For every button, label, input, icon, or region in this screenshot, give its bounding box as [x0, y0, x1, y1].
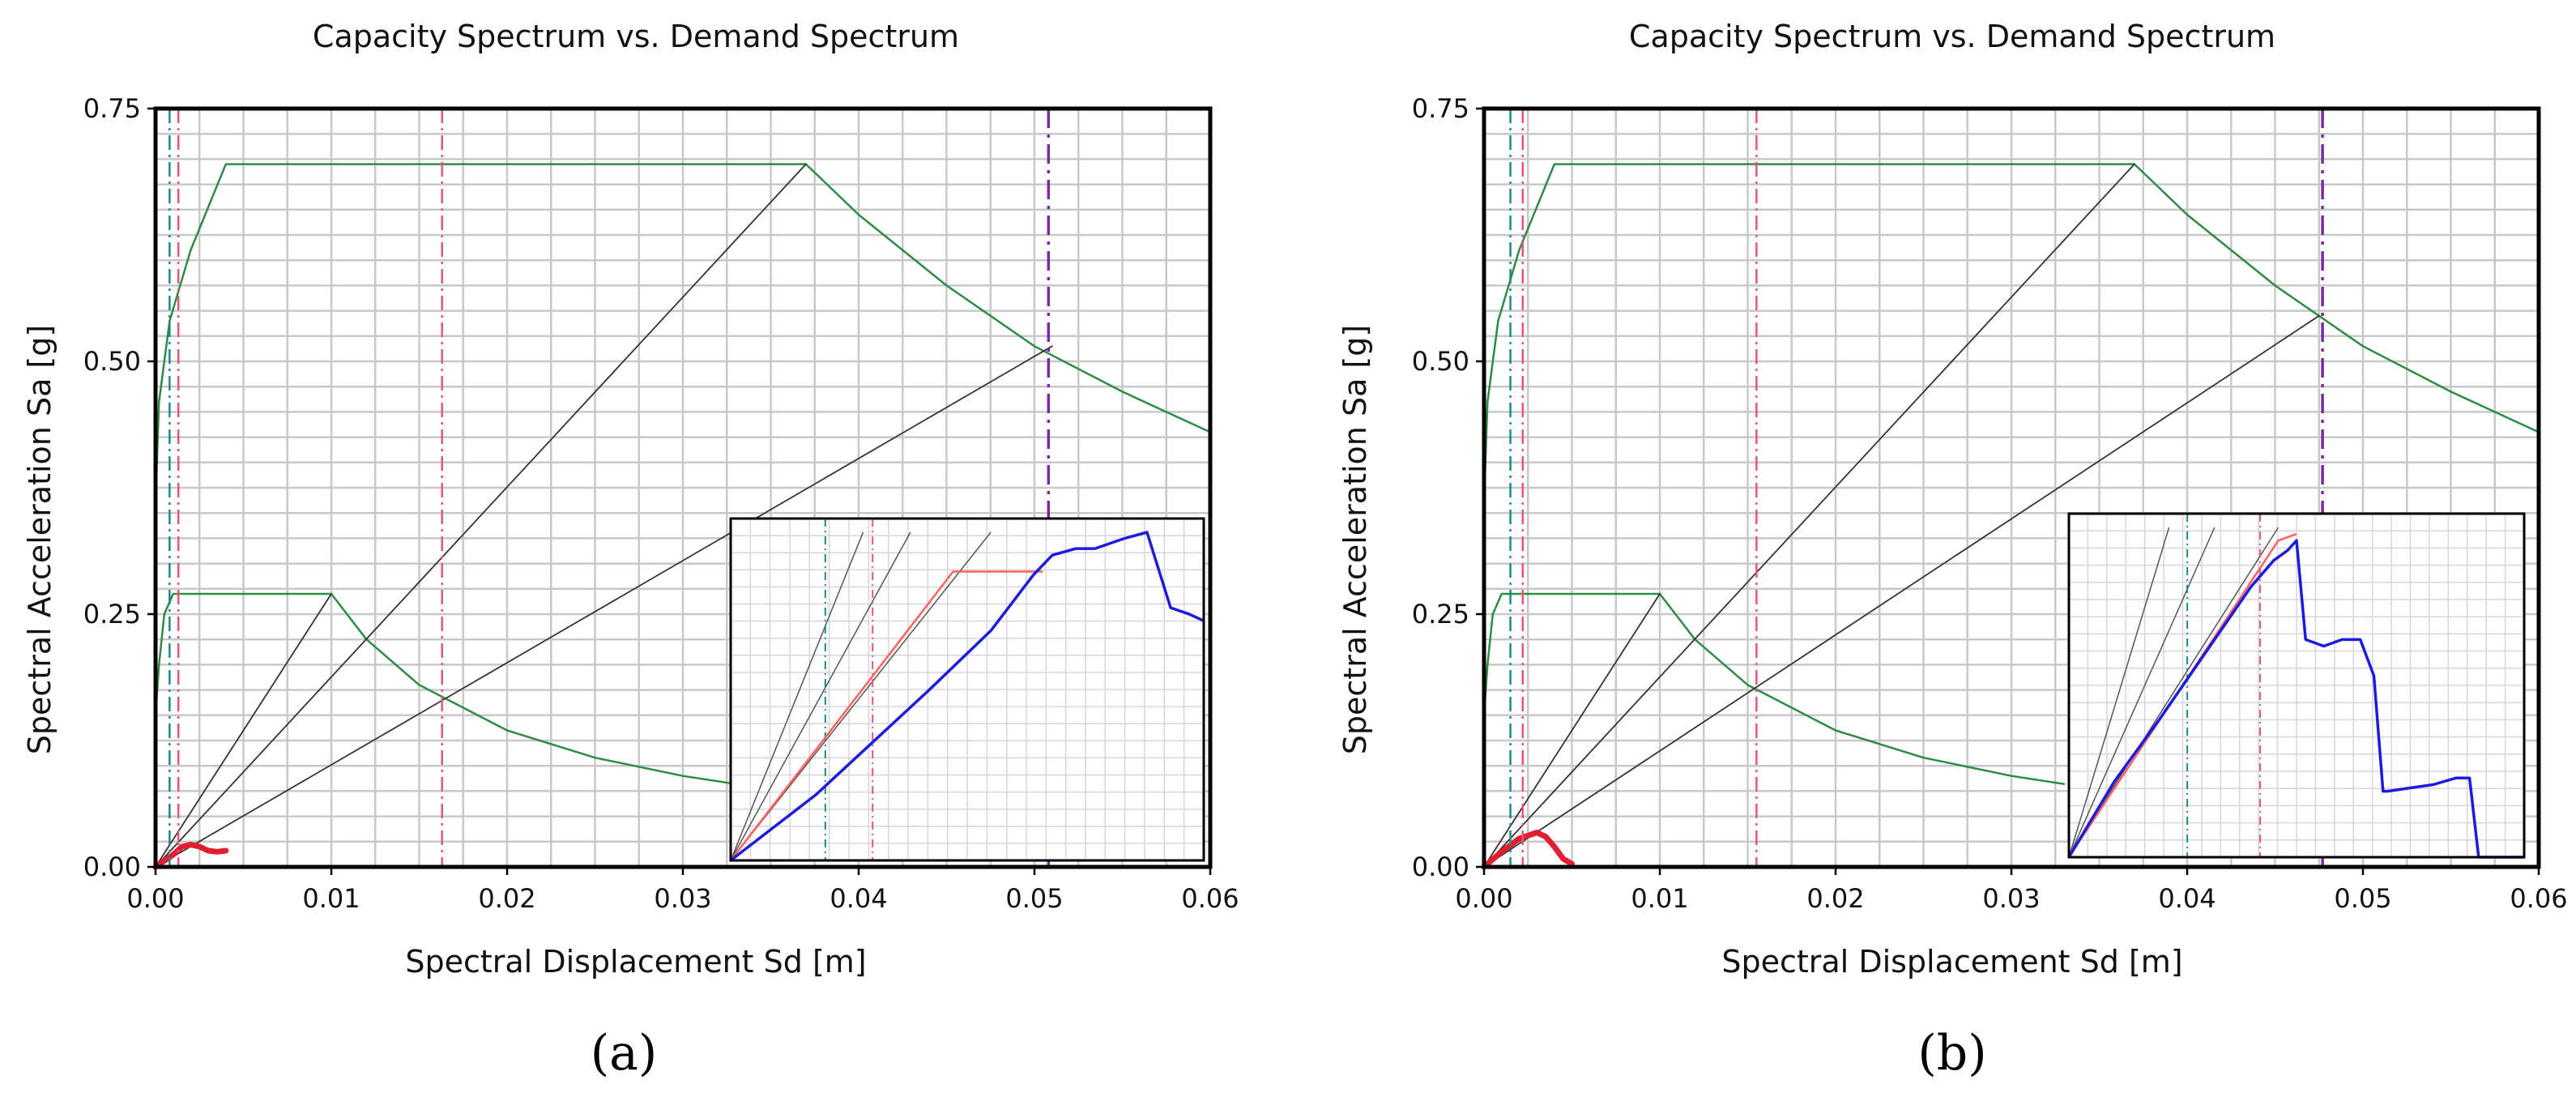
axis-ticks: 0.00 0.01 0.02 0.03 0.04 0.05 0.06 0.00 0.25 0.50… [83, 93, 1239, 914]
x-tick-label: 0.04 [830, 883, 887, 914]
x-tick-label: 0.04 [2158, 883, 2216, 914]
x-axis-label-a: Spectral Displacement Sd [m] [405, 944, 866, 980]
series-radial-1 [155, 593, 332, 868]
inset-radial-2 [730, 531, 911, 861]
y-tick-label: 0.75 [1412, 93, 1469, 124]
inset-bilinear [730, 570, 1043, 861]
y-tick-label: 0.00 [1412, 852, 1469, 882]
inset-frame [729, 517, 1205, 862]
x-tick-label: 0.00 [126, 883, 184, 914]
series-radial-1 [1483, 593, 1661, 868]
panel-label-a: (a) [591, 1025, 658, 1082]
y-axis-label-b: Spectral Acceleration Sa [g] [1337, 325, 1373, 754]
x-tick-label: 0.02 [478, 883, 535, 914]
chart-panel-a: Capacity Spectrum vs. Demand Spectrum Sp… [22, 19, 1239, 1082]
x-tick-label: 0.06 [1181, 883, 1239, 914]
x-tick-label: 0.05 [1005, 883, 1063, 914]
y-axis-label-a: Spectral Acceleration Sa [g] [22, 325, 58, 754]
y-tick-label: 0.25 [1412, 599, 1469, 630]
inset-radial-2 [2068, 527, 2216, 858]
inset-radial-3 [2068, 527, 2280, 858]
y-tick-label: 0.75 [83, 93, 141, 124]
inset-frame [2067, 512, 2526, 859]
x-tick-label: 0.06 [2510, 883, 2567, 914]
series-radial-2 [1483, 163, 2135, 868]
x-tick-label: 0.05 [2334, 883, 2391, 914]
inset-radial-1 [2068, 527, 2170, 858]
x-tick-label: 0.01 [1631, 883, 1688, 914]
chart-title-b: Capacity Spectrum vs. Demand Spectrum [1629, 19, 2275, 54]
series-capacity [152, 842, 229, 870]
inset-capacity-curve [729, 531, 1205, 862]
x-tick-label: 0.03 [654, 883, 711, 914]
inset-bilinear [2067, 532, 2297, 858]
y-tick-label: 0.00 [83, 852, 141, 882]
chart-panel-b: Capacity Spectrum vs. Demand Spectrum Sp… [1337, 19, 2568, 1082]
axis-ticks: 0.00 0.01 0.02 0.03 0.04 0.05 0.06 0.00 0.25 0.50… [1412, 93, 2568, 914]
plot-area-b: 0.00 0.01 0.02 0.03 0.04 0.05 0.06 0.00 0.25 0.50… [1412, 93, 2568, 914]
x-tick-label: 0.01 [302, 883, 360, 914]
x-tick-label: 0.03 [1982, 883, 2040, 914]
inset-chart [729, 517, 1205, 862]
series-capacity [1481, 830, 1575, 870]
plot-area-a: 0.00 0.01 0.02 0.03 0.04 0.05 0.06 0.00 0.25 0.50… [83, 93, 1239, 914]
y-tick-label: 0.25 [83, 599, 141, 630]
inset-capacity-curve [2067, 539, 2524, 859]
x-tick-label: 0.00 [1455, 883, 1512, 914]
panel-label-b: (b) [1917, 1025, 1986, 1082]
x-tick-label: 0.02 [1806, 883, 1864, 914]
series-radial-3 [1483, 314, 2320, 868]
inset-chart [2067, 512, 2526, 859]
inset-radial-1 [730, 531, 864, 861]
y-tick-label: 0.50 [1412, 346, 1469, 377]
y-tick-label: 0.50 [83, 346, 141, 377]
series-radial-2 [155, 163, 807, 868]
x-axis-label-b: Spectral Displacement Sd [m] [1721, 944, 2182, 980]
series-radial-3 [155, 345, 1053, 868]
chart-title-a: Capacity Spectrum vs. Demand Spectrum [313, 19, 959, 54]
